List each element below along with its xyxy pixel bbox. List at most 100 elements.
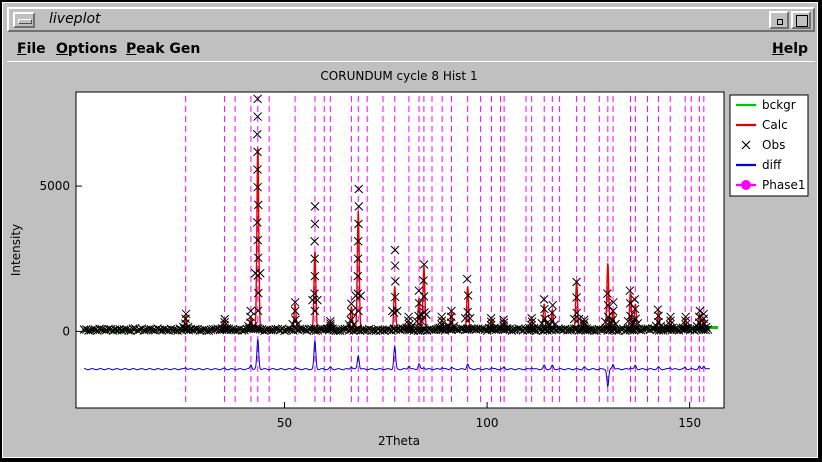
obs-point bbox=[290, 306, 300, 316]
obs-point bbox=[389, 324, 399, 333]
obs-point bbox=[527, 324, 536, 333]
title-bar[interactable]: liveplot bbox=[7, 7, 815, 32]
plot-area bbox=[75, 91, 725, 409]
x-tick-label: 50 bbox=[277, 416, 292, 430]
obs-point bbox=[354, 306, 363, 316]
obs-point bbox=[419, 260, 429, 269]
obs-point bbox=[253, 182, 262, 192]
obs-point bbox=[353, 236, 363, 246]
obs-point bbox=[654, 317, 663, 327]
obs-point bbox=[326, 319, 335, 328]
tick-layer: 50 100 150 0 5000 bbox=[39, 179, 701, 430]
obs-point bbox=[421, 310, 431, 320]
obs-markers bbox=[79, 94, 713, 336]
obs-point bbox=[487, 324, 496, 333]
obs-point bbox=[124, 326, 133, 335]
obs-point bbox=[253, 112, 262, 121]
obs-point bbox=[246, 306, 256, 316]
minimize-icon bbox=[777, 19, 783, 25]
obs-point bbox=[499, 318, 509, 327]
window-title: liveplot bbox=[49, 11, 101, 27]
obs-point bbox=[353, 254, 363, 264]
obs-point bbox=[354, 219, 363, 229]
obs-point bbox=[244, 324, 254, 334]
menu-bar: File Options Peak Gen Help bbox=[7, 35, 815, 62]
obs-point bbox=[609, 324, 618, 333]
minimize-button[interactable] bbox=[769, 11, 789, 29]
obs-point bbox=[630, 304, 640, 314]
obs-point bbox=[328, 324, 338, 334]
legend-label: bckgr bbox=[762, 98, 796, 112]
obs-point bbox=[310, 254, 320, 264]
obs-point bbox=[252, 129, 262, 139]
obs-point bbox=[290, 297, 300, 307]
obs-point bbox=[572, 308, 582, 318]
obs-point bbox=[465, 313, 475, 323]
obs-point bbox=[181, 309, 191, 319]
legend-label: Obs bbox=[762, 138, 785, 152]
obs-point bbox=[183, 322, 193, 332]
obs-point bbox=[253, 253, 263, 263]
window-menu-button[interactable] bbox=[13, 12, 35, 28]
obs-point bbox=[486, 317, 496, 327]
window-menu-icon bbox=[18, 19, 32, 24]
obs-point bbox=[463, 324, 473, 333]
legend-phase-marker bbox=[741, 180, 751, 190]
diff-line bbox=[84, 339, 710, 388]
legend-label: Phase1 bbox=[762, 178, 805, 192]
obs-point bbox=[390, 245, 400, 255]
obs-point bbox=[253, 324, 263, 333]
obs-point bbox=[569, 324, 579, 334]
obs-point bbox=[499, 315, 508, 325]
obs-point bbox=[291, 324, 301, 333]
obs-point bbox=[449, 321, 459, 331]
obs-point bbox=[631, 314, 640, 324]
obs-point bbox=[630, 295, 640, 304]
obs-point bbox=[335, 326, 345, 336]
obs-point bbox=[681, 312, 691, 322]
obs-point bbox=[356, 291, 366, 301]
obs-point bbox=[293, 319, 302, 329]
obs-point bbox=[390, 261, 400, 271]
obs-point bbox=[611, 319, 620, 329]
obs-point bbox=[539, 324, 549, 333]
maximize-icon bbox=[796, 15, 808, 27]
obs-point bbox=[668, 323, 677, 333]
obs-point bbox=[253, 94, 262, 104]
obs-point bbox=[353, 324, 363, 333]
obs-point bbox=[419, 324, 429, 333]
obs-point bbox=[656, 321, 666, 331]
obs-point bbox=[249, 321, 258, 331]
obs-point bbox=[310, 202, 320, 211]
obs-point bbox=[253, 200, 263, 210]
menu-options[interactable]: Options bbox=[56, 41, 118, 57]
obs-point bbox=[626, 311, 635, 321]
obs-point bbox=[253, 165, 262, 174]
menu-help[interactable]: Help bbox=[772, 41, 809, 57]
obs-point bbox=[346, 315, 356, 325]
obs-point bbox=[353, 271, 363, 281]
obs-point bbox=[695, 306, 705, 316]
obs-point bbox=[404, 312, 414, 322]
obs-point bbox=[310, 219, 320, 229]
obs-point bbox=[518, 326, 528, 335]
obs-point bbox=[291, 315, 300, 325]
obs-point bbox=[419, 292, 429, 301]
menu-peak-gen[interactable]: Peak Gen bbox=[126, 41, 201, 57]
obs-point bbox=[572, 293, 581, 302]
obs-point bbox=[502, 324, 511, 333]
maximize-button[interactable] bbox=[791, 11, 811, 29]
obs-point bbox=[550, 320, 560, 330]
obs-point bbox=[579, 318, 589, 327]
obs-point bbox=[463, 291, 473, 300]
obs-point bbox=[253, 235, 263, 245]
obs-point bbox=[603, 312, 613, 322]
obs-point bbox=[603, 300, 613, 310]
obs-point bbox=[540, 304, 549, 314]
obs-point bbox=[403, 316, 413, 326]
obs-point bbox=[133, 326, 142, 335]
obs-point bbox=[252, 218, 262, 227]
menu-file[interactable]: File bbox=[17, 41, 46, 57]
y-axis-label: Intensity bbox=[9, 224, 23, 276]
